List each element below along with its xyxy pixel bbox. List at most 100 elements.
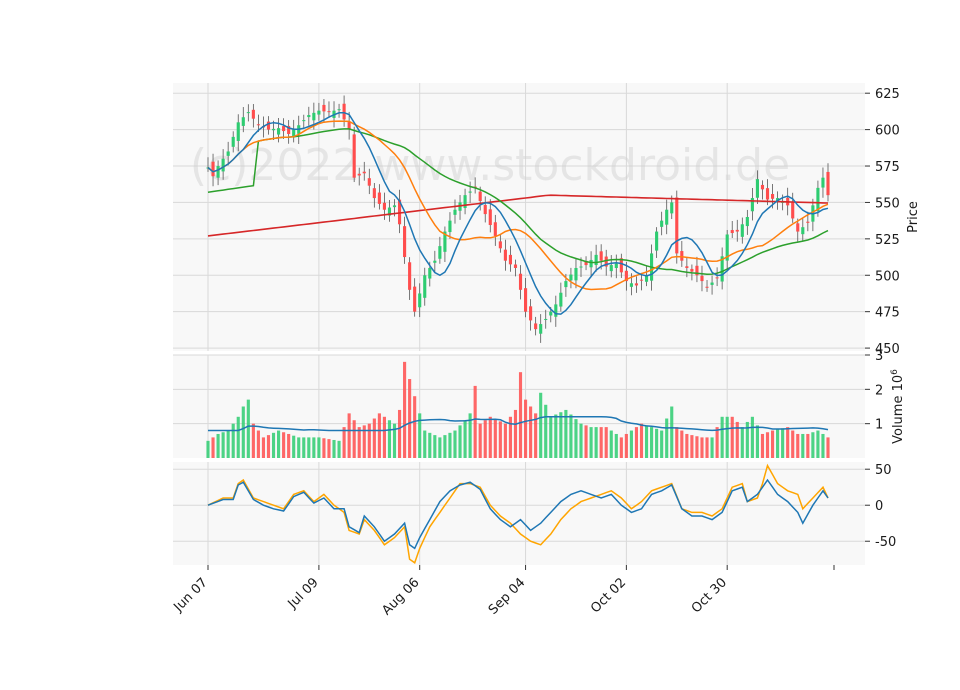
volume-bar <box>231 423 235 458</box>
candle-body <box>508 254 513 265</box>
x-tick-label: Oct 30 <box>689 575 730 616</box>
volume-bar <box>786 427 790 458</box>
candle-body <box>302 120 306 122</box>
candle-body <box>760 184 765 190</box>
candle-body <box>463 195 467 208</box>
candle-body <box>468 191 472 193</box>
candle-body <box>403 226 407 258</box>
volume-bar <box>579 423 583 458</box>
volume-bar <box>473 385 477 458</box>
candle-body <box>357 173 361 176</box>
volume-bar <box>443 435 447 458</box>
volume-bar <box>357 427 361 458</box>
volume-bar <box>705 437 709 458</box>
candle-body <box>534 323 538 330</box>
volume-bar <box>740 427 744 458</box>
volume-bar <box>554 414 558 458</box>
volume-bar <box>781 428 785 458</box>
candle-body <box>821 177 825 188</box>
volume-bar <box>655 428 659 458</box>
candle-body <box>342 103 346 120</box>
volume-bar <box>392 423 397 458</box>
volume-bar <box>806 433 810 458</box>
volume-bar <box>418 413 422 458</box>
volume-bar <box>413 396 417 458</box>
candle-body <box>690 268 694 272</box>
volume-bar <box>574 419 578 458</box>
candle-body <box>755 179 759 198</box>
volume-bar <box>584 425 588 458</box>
candle-body <box>750 198 754 212</box>
volume-tick-label: 2 <box>875 383 883 398</box>
price-tick-label: 450 <box>875 342 900 357</box>
osc-tick-label: 0 <box>875 499 883 514</box>
volume-bar <box>322 438 326 458</box>
candle-body <box>413 286 417 312</box>
candle-body <box>629 283 633 287</box>
volume-bar <box>700 437 704 458</box>
volume-bar <box>332 439 336 458</box>
candle-body <box>599 251 603 261</box>
volume-bar <box>564 409 568 458</box>
volume-axis-exponent: 6 <box>890 369 900 375</box>
candle-body <box>236 122 240 141</box>
volume-bar <box>312 437 316 458</box>
candle-body <box>765 188 770 200</box>
candle-body <box>392 205 397 208</box>
candle-body <box>644 275 649 282</box>
candle-body <box>327 111 331 113</box>
volume-bar <box>513 409 518 458</box>
volume-bar <box>518 372 523 458</box>
candle-body <box>740 224 744 237</box>
candle-body <box>579 266 583 268</box>
volume-bar <box>433 435 437 458</box>
ma-short-line <box>207 111 829 315</box>
volume-bar <box>342 427 346 458</box>
price-tick-label: 550 <box>875 196 900 211</box>
volume-bar <box>382 416 386 458</box>
candle-body <box>478 191 482 201</box>
candle-body <box>317 110 321 115</box>
price-tick-label: 625 <box>875 87 900 102</box>
volume-bar <box>362 425 366 458</box>
candle-body <box>347 122 351 130</box>
candle-body <box>539 324 543 334</box>
volume-bar <box>307 437 311 458</box>
osc-tick-label: -50 <box>875 535 896 550</box>
candle-body <box>312 112 316 121</box>
candle-body <box>453 209 457 215</box>
series-layer <box>206 95 830 564</box>
volume-bar <box>352 420 356 458</box>
candle-body <box>680 251 684 261</box>
candle-body <box>256 124 260 126</box>
candle-body <box>271 128 276 131</box>
osc-tick-label: 50 <box>875 463 892 478</box>
volume-bar <box>403 361 407 458</box>
candle-body <box>564 281 568 288</box>
volume-bar <box>408 379 412 458</box>
candle-body <box>387 207 392 216</box>
volume-bar <box>660 430 664 458</box>
volume-bar <box>720 416 724 458</box>
volume-bar <box>347 413 351 458</box>
candle-body <box>544 318 548 320</box>
candle-body <box>221 158 225 172</box>
volume-bar <box>468 413 472 458</box>
candle-body <box>266 121 271 130</box>
candle-body <box>715 277 719 279</box>
candle-body <box>826 171 830 196</box>
volume-bar <box>453 430 457 458</box>
candle-body <box>433 260 437 263</box>
candle-body <box>322 104 326 112</box>
volume-bar <box>675 427 679 458</box>
volume-bar <box>367 423 371 458</box>
volume-bar <box>428 432 432 458</box>
volume-bar <box>624 433 628 458</box>
volume-bar <box>589 427 593 458</box>
volume-bar <box>755 425 759 458</box>
volume-bar <box>665 418 669 458</box>
volume-bar <box>327 439 331 458</box>
volume-bar <box>821 433 825 458</box>
volume-bar <box>241 406 245 458</box>
